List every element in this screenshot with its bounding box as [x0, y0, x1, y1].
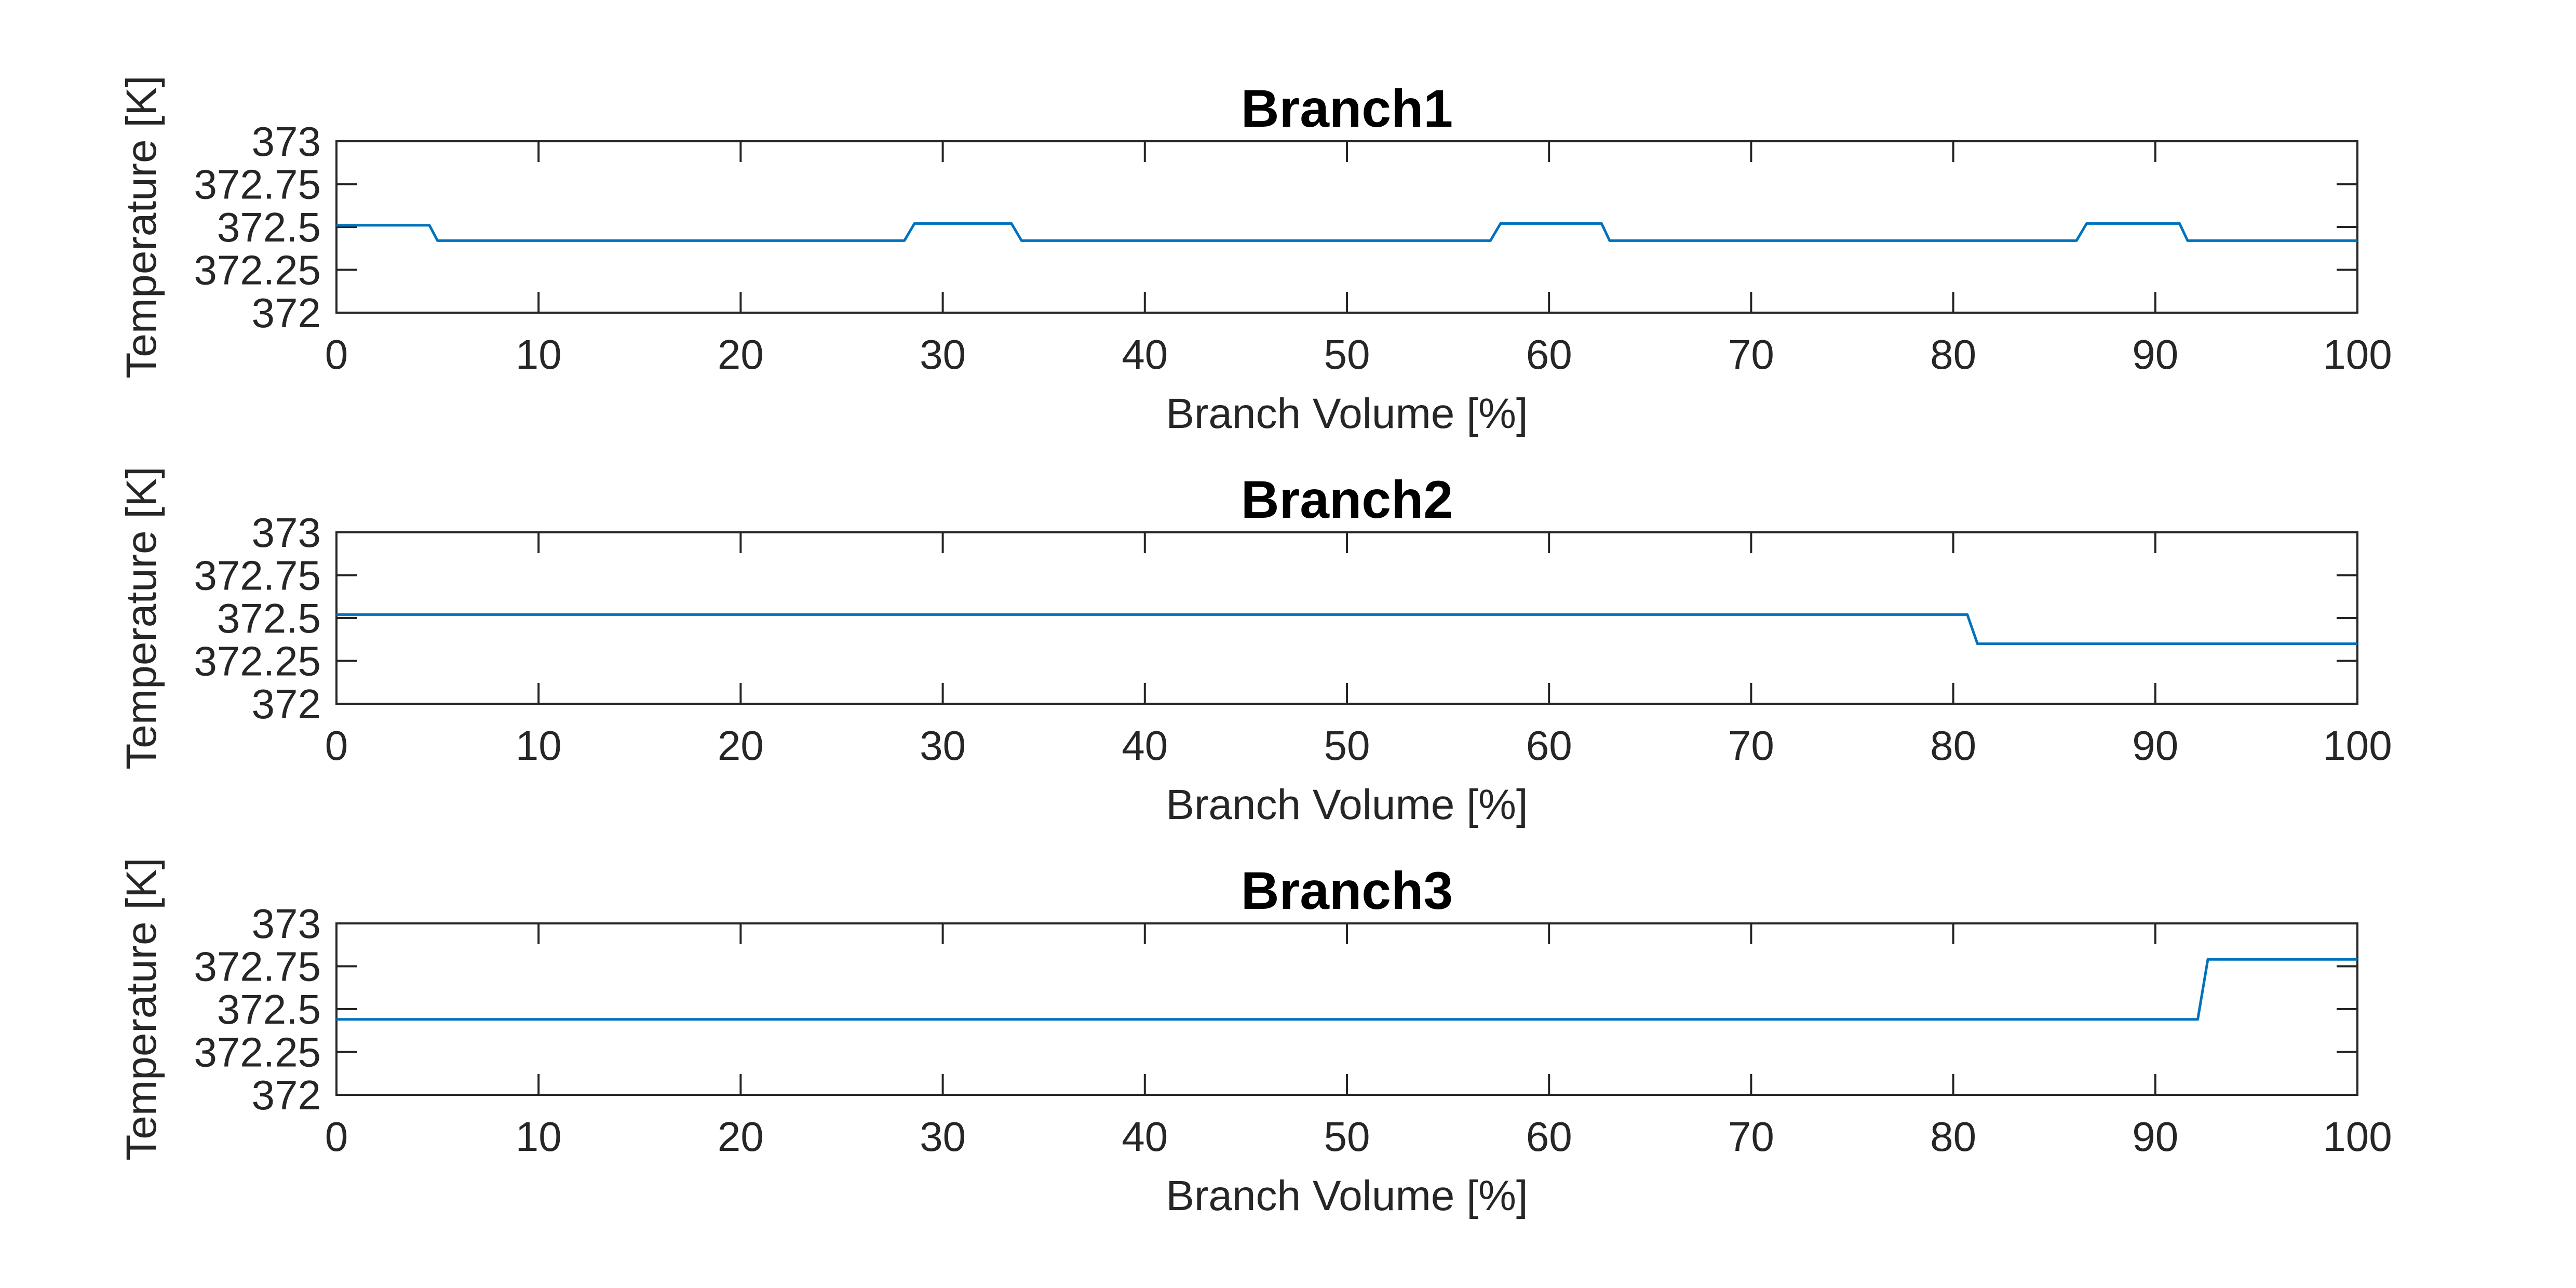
y-tick-label: 373	[252, 118, 321, 165]
y-tick-label: 372.5	[217, 595, 321, 641]
x-tick-label: 0	[325, 331, 348, 378]
y-tick-label: 372.5	[217, 986, 321, 1032]
y-tick-label: 372.75	[194, 162, 321, 208]
x-tick-label: 30	[920, 1113, 966, 1160]
x-axis-label: Branch Volume [%]	[1166, 390, 1528, 437]
series-line-1	[336, 958, 2357, 1021]
x-tick-label: 60	[1526, 722, 1572, 769]
x-tick-label: 80	[1930, 331, 1976, 378]
x-axis-label: Branch Volume [%]	[1166, 1172, 1528, 1219]
y-axis-label: Temperature [K]	[118, 857, 165, 1160]
x-tick-label: 10	[516, 722, 562, 769]
x-tick-label: 90	[2132, 331, 2178, 378]
y-tick-label: 372.25	[194, 638, 321, 685]
x-tick-label: 90	[2132, 722, 2178, 769]
y-axis-label: Temperature [K]	[118, 466, 165, 769]
x-tick-label: 10	[516, 331, 562, 378]
x-tick-label: 10	[516, 1113, 562, 1160]
y-tick-label: 372.75	[194, 944, 321, 990]
y-tick-label: 373	[252, 509, 321, 556]
x-tick-label: 40	[1122, 1113, 1168, 1160]
x-tick-label: 50	[1324, 331, 1370, 378]
x-tick-label: 100	[2323, 331, 2392, 378]
x-tick-label: 50	[1324, 722, 1370, 769]
x-tick-label: 80	[1930, 1113, 1976, 1160]
x-tick-label: 70	[1728, 722, 1774, 769]
x-tick-label: 70	[1728, 331, 1774, 378]
y-tick-label: 372	[252, 1072, 321, 1118]
y-tick-label: 372.75	[194, 553, 321, 599]
y-tick-label: 372.25	[194, 247, 321, 293]
y-tick-label: 372.25	[194, 1029, 321, 1076]
x-tick-label: 60	[1526, 1113, 1572, 1160]
y-axis-label: Temperature [K]	[118, 75, 165, 378]
x-tick-label: 0	[325, 722, 348, 769]
x-tick-label: 100	[2323, 722, 2392, 769]
y-tick-label: 372	[252, 290, 321, 336]
x-axis-label: Branch Volume [%]	[1166, 781, 1528, 828]
y-tick-label: 373	[252, 901, 321, 947]
y-tick-label: 372.5	[217, 204, 321, 250]
x-tick-label: 80	[1930, 722, 1976, 769]
y-tick-label: 372	[252, 681, 321, 727]
series-line-1	[336, 613, 2357, 645]
x-tick-label: 40	[1122, 331, 1168, 378]
x-tick-label: 30	[920, 331, 966, 378]
x-tick-label: 70	[1728, 1113, 1774, 1160]
chart-title: Branch1	[1241, 79, 1453, 138]
x-tick-label: 30	[920, 722, 966, 769]
x-tick-label: 90	[2132, 1113, 2178, 1160]
x-tick-label: 50	[1324, 1113, 1370, 1160]
x-tick-label: 20	[718, 1113, 764, 1160]
x-tick-label: 40	[1122, 722, 1168, 769]
x-tick-label: 100	[2323, 1113, 2392, 1160]
x-tick-label: 20	[718, 331, 764, 378]
chart-title: Branch3	[1241, 861, 1453, 920]
chart-title: Branch2	[1241, 470, 1453, 529]
x-tick-label: 60	[1526, 331, 1572, 378]
series-line-1	[336, 222, 2357, 242]
x-tick-label: 0	[325, 1113, 348, 1160]
x-tick-label: 20	[718, 722, 764, 769]
